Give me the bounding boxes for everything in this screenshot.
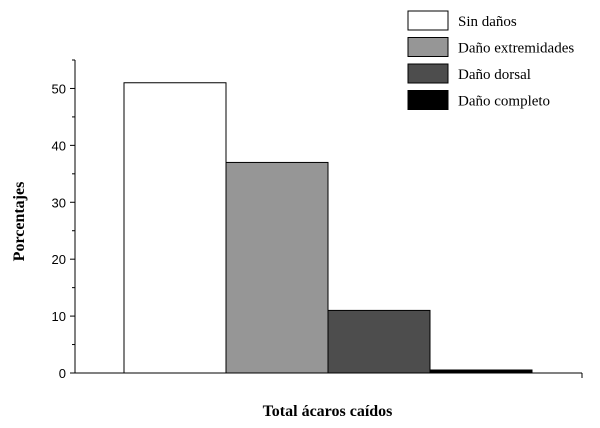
x-axis-title: Total ácaros caídos bbox=[263, 403, 393, 420]
y-tick-label: 20 bbox=[52, 252, 66, 267]
bar-da-o-dorsal bbox=[327, 309, 431, 374]
bar-sin-da-os bbox=[123, 82, 227, 374]
legend-swatch bbox=[407, 37, 449, 57]
legend-swatch bbox=[407, 90, 449, 110]
legend-label: Daño dorsal bbox=[458, 67, 531, 83]
y-tick-label: 30 bbox=[52, 195, 66, 210]
legend: Sin daños Daño extremidades Daño dorsal Dañ… bbox=[407, 10, 574, 110]
ticks-layer: 0 10 20 30 40 50 bbox=[52, 59, 583, 381]
legend-label: Sin daños bbox=[458, 14, 517, 30]
y-tick-label: 40 bbox=[52, 138, 66, 153]
bar-da-o-extremidades bbox=[225, 161, 329, 374]
legend-swatch bbox=[407, 63, 449, 84]
y-tick-label: 0 bbox=[59, 366, 66, 381]
axes-layer bbox=[74, 60, 582, 374]
y-axis-title: Porcentajes bbox=[11, 182, 28, 262]
y-tick-label: 10 bbox=[52, 309, 66, 324]
legend-swatch bbox=[407, 10, 449, 31]
bars-layer bbox=[123, 82, 533, 374]
y-tick-label: 50 bbox=[52, 81, 66, 96]
legend-label: Daño completo bbox=[458, 94, 550, 110]
legend-label: Daño extremidades bbox=[458, 41, 574, 57]
